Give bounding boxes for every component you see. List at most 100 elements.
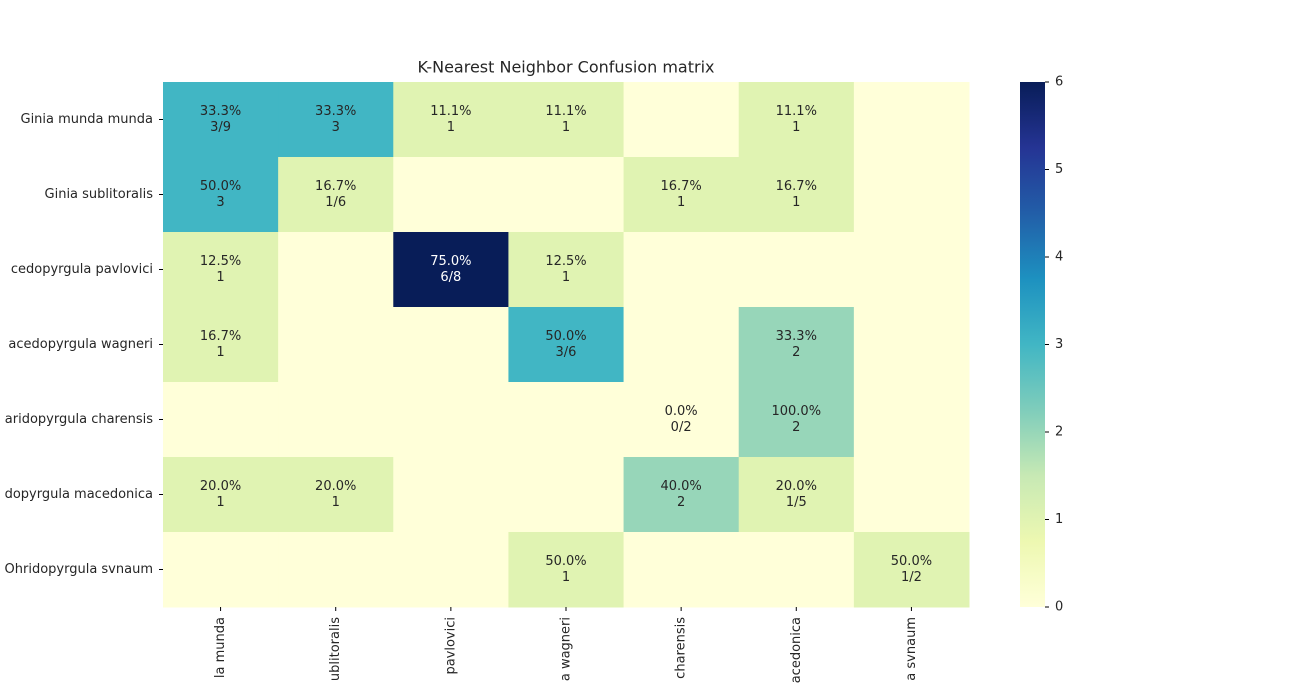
heatmap-cell [623, 532, 740, 608]
y-tick-label: dopyrgula macedonica [5, 487, 153, 502]
cell-percent-label: 20.0% [200, 479, 241, 494]
cell-count-label: 1 [216, 495, 224, 510]
colorbar-tick-label: 3 [1055, 337, 1063, 352]
heatmap-cell [508, 382, 625, 458]
cell-count-label: 1 [216, 270, 224, 285]
heatmap-cell [738, 457, 855, 533]
heatmap-cell [623, 457, 740, 533]
heatmap-cell [853, 157, 970, 233]
heatmap-cell [393, 457, 509, 533]
heatmap-cell [508, 532, 625, 608]
cell-count-label: 1 [677, 195, 685, 210]
colorbar-tick-label: 1 [1055, 512, 1063, 527]
cell-count-label: 3 [216, 195, 224, 210]
cell-percent-label: 100.0% [771, 404, 821, 419]
heatmap-cell [278, 457, 394, 533]
colorbar-tick-label: 2 [1055, 425, 1063, 440]
cell-percent-label: 16.7% [315, 179, 356, 194]
colorbar-tick-label: 0 [1055, 600, 1063, 615]
cell-count-label: 3/9 [210, 120, 231, 135]
heatmap-cell [163, 157, 279, 233]
cell-percent-label: 50.0% [891, 554, 932, 569]
heatmap-cell [393, 382, 509, 458]
heatmap-cell [278, 82, 394, 158]
heatmap-cell [738, 82, 855, 158]
chart-title: K-Nearest Neighbor Confusion matrix [418, 58, 715, 77]
heatmap-cell [738, 157, 855, 233]
heatmap-cell [393, 157, 509, 233]
cell-percent-label: 50.0% [200, 179, 241, 194]
y-tick-label: acedopyrgula wagneri [8, 337, 153, 352]
cell-percent-label: 11.1% [776, 104, 817, 119]
y-tick-label: cedopyrgula pavlovici [11, 262, 153, 277]
cell-count-label: 1 [792, 195, 800, 210]
cell-percent-label: 33.3% [315, 104, 356, 119]
colorbar [1020, 82, 1045, 607]
cell-count-label: 3/6 [556, 345, 577, 360]
cell-count-label: 1/2 [901, 570, 922, 585]
x-tick-label: charensis [674, 617, 689, 679]
heatmap-cell [738, 532, 855, 608]
cell-percent-label: 40.0% [660, 479, 701, 494]
cell-count-label: 1 [792, 120, 800, 135]
heatmap-cell [163, 232, 279, 308]
cell-count-label: 1 [562, 570, 570, 585]
heatmap-cell [623, 307, 740, 383]
heatmap-cell [508, 307, 625, 383]
heatmap-cell [508, 457, 625, 533]
heatmap-cell [508, 232, 625, 308]
heatmap-cell [508, 157, 625, 233]
heatmap-cell [738, 307, 855, 383]
heatmap-cell [853, 382, 970, 458]
x-tick-label: la munda [213, 617, 228, 678]
cell-count-label: 1 [216, 345, 224, 360]
cell-count-label: 3 [332, 120, 340, 135]
cell-count-label: 1 [562, 120, 570, 135]
heatmap-cell [393, 307, 509, 383]
heatmap-cell [738, 382, 855, 458]
heatmap-cell [623, 157, 740, 233]
heatmap-cell [163, 532, 279, 608]
heatmap-cell [278, 532, 394, 608]
cell-count-label: 1 [562, 270, 570, 285]
cell-percent-label: 16.7% [660, 179, 701, 194]
cell-percent-label: 50.0% [545, 554, 586, 569]
cell-count-label: 1/5 [786, 495, 807, 510]
cell-count-label: 2 [677, 495, 685, 510]
heatmap-cell [508, 82, 625, 158]
cell-percent-label: 16.7% [776, 179, 817, 194]
cell-percent-label: 0.0% [665, 404, 698, 419]
x-tick-label: pavlovici [443, 617, 458, 675]
x-tick-label: acedonica [789, 617, 804, 683]
colorbar-tick-label: 6 [1055, 75, 1063, 90]
cell-count-label: 0/2 [671, 420, 692, 435]
cell-count-label: 2 [792, 420, 800, 435]
cell-count-label: 1 [332, 495, 340, 510]
cell-percent-label: 20.0% [315, 479, 356, 494]
cell-percent-label: 33.3% [776, 329, 817, 344]
x-tick-label: a svnaum [904, 617, 919, 681]
cell-count-label: 1/6 [325, 195, 346, 210]
cell-percent-label: 20.0% [776, 479, 817, 494]
heatmap-cell [623, 82, 740, 158]
cell-percent-label: 75.0% [430, 254, 471, 269]
y-tick-label: Ohridopyrgula svnaum [5, 562, 153, 577]
heatmap-cell [853, 82, 970, 158]
heatmap-cell [738, 232, 855, 308]
cell-percent-label: 16.7% [200, 329, 241, 344]
cell-count-label: 2 [792, 345, 800, 360]
cell-count-label: 6/8 [440, 270, 461, 285]
heatmap-cell [393, 82, 509, 158]
cell-percent-label: 33.3% [200, 104, 241, 119]
heatmap-cell [278, 232, 394, 308]
heatmap-cell [163, 457, 279, 533]
heatmap-cell [278, 382, 394, 458]
heatmap-cell [163, 307, 279, 383]
heatmap-cell [393, 232, 509, 308]
cell-count-label: 1 [447, 120, 455, 135]
heatmap-cell [393, 532, 509, 608]
cell-percent-label: 12.5% [200, 254, 241, 269]
heatmap-cell [163, 382, 279, 458]
cell-percent-label: 50.0% [545, 329, 586, 344]
